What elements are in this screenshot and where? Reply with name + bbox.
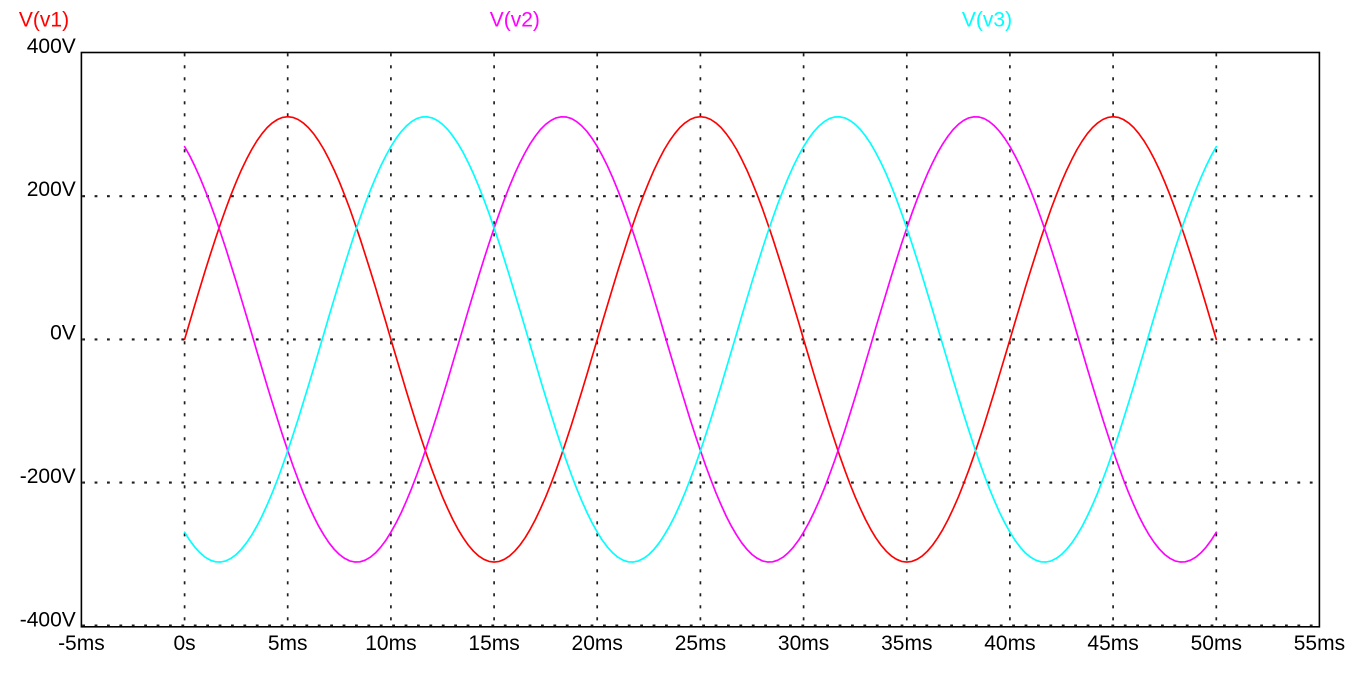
svg-text:55ms: 55ms (1294, 632, 1345, 655)
svg-text:30ms: 30ms (778, 632, 829, 655)
svg-text:10ms: 10ms (365, 632, 416, 655)
svg-text:35ms: 35ms (881, 632, 932, 655)
svg-text:25ms: 25ms (675, 632, 726, 655)
svg-text:-200V: -200V (20, 465, 76, 488)
svg-text:-5ms: -5ms (58, 632, 105, 655)
svg-text:40ms: 40ms (984, 632, 1035, 655)
svg-text:V(v1): V(v1) (19, 9, 69, 32)
svg-text:-400V: -400V (20, 608, 76, 631)
svg-text:V(v3): V(v3) (962, 9, 1012, 32)
svg-text:0s: 0s (174, 632, 196, 655)
svg-text:400V: 400V (27, 35, 76, 58)
svg-text:V(v2): V(v2) (490, 9, 540, 32)
svg-text:15ms: 15ms (468, 632, 519, 655)
svg-text:50ms: 50ms (1191, 632, 1242, 655)
svg-text:20ms: 20ms (572, 632, 623, 655)
svg-text:200V: 200V (27, 178, 76, 201)
svg-text:45ms: 45ms (1087, 632, 1138, 655)
svg-text:5ms: 5ms (268, 632, 308, 655)
svg-text:0V: 0V (50, 322, 76, 345)
